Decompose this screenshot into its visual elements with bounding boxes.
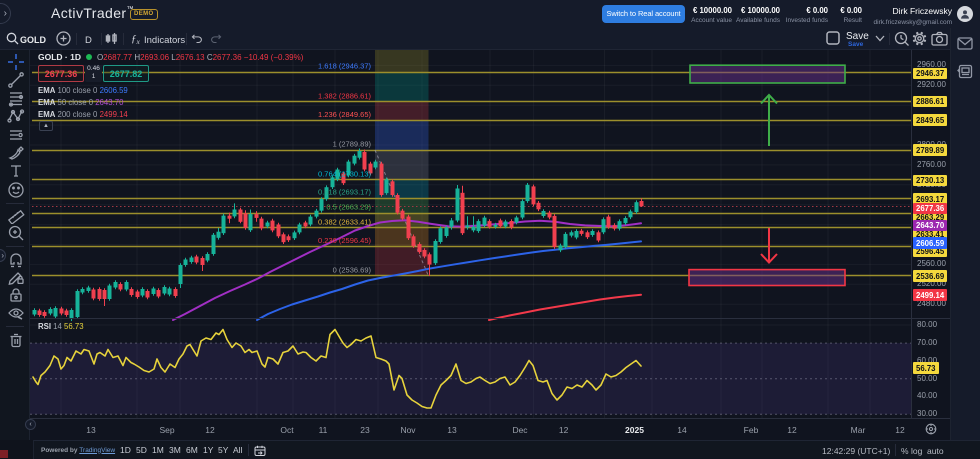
svg-text:1.382 (2886.61): 1.382 (2886.61)	[318, 91, 371, 100]
svg-text:0 (2536.69): 0 (2536.69)	[333, 266, 372, 275]
svg-text:0.618 (2693.17): 0.618 (2693.17)	[318, 188, 371, 197]
svg-text:1.236 (2849.65): 1.236 (2849.65)	[318, 110, 371, 119]
svg-text:1.618 (2946.37): 1.618 (2946.37)	[318, 62, 371, 71]
svg-text:0.382 (2633.41): 0.382 (2633.41)	[318, 217, 371, 226]
svg-text:0.5 (2663.29): 0.5 (2663.29)	[326, 203, 371, 212]
svg-text:1 (2789.89): 1 (2789.89)	[333, 140, 372, 149]
svg-text:0.236 (2596.45): 0.236 (2596.45)	[318, 236, 371, 245]
svg-text:0.764 (2730.13): 0.764 (2730.13)	[318, 169, 371, 178]
